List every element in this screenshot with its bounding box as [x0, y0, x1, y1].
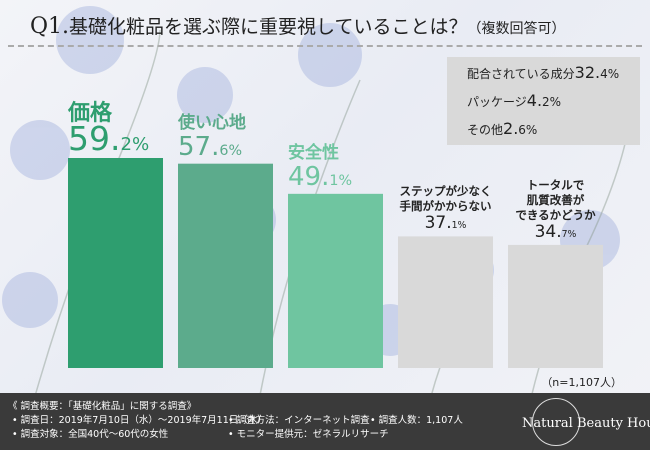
bar-value-label: 34.7%: [534, 221, 577, 242]
bar-category-label: 使い心地: [178, 112, 246, 133]
bar-category-label: 価格: [68, 101, 113, 126]
bar-category-label: トータルで: [526, 177, 585, 192]
bar-category-label: ステップが少なく: [399, 184, 492, 199]
survey-date: • 調査日：2019年7月10日（水）〜2019年7月11日（木）: [12, 415, 267, 426]
bar-value-label: 59.2%: [68, 119, 150, 158]
other-answer-unit: %: [549, 95, 562, 109]
other-answer-label: パッケージ: [467, 95, 527, 109]
bar-value-label: 57.6%: [178, 131, 243, 162]
brand-logo-emblem: [532, 398, 580, 446]
bar-category-label: 手間がかからない: [399, 199, 492, 214]
survey-summary-footer: 《 調査概要：「基礎化粧品」に関する調査》 • 調査日：2019年7月10日（水…: [0, 393, 650, 450]
bar-category-label: できるかどうか: [515, 207, 596, 222]
survey-method: • 調査方法：インターネット調査: [228, 415, 370, 426]
bar: [398, 236, 493, 368]
survey-provider: • モニター提供元：ゼネラルリサーチ: [228, 429, 389, 440]
bar-value-label: 37.1%: [424, 213, 467, 234]
other-answer-ingredients: 配合されている成分32.4%: [467, 63, 619, 82]
question-note: （複数回答可）: [467, 21, 566, 37]
bar-value-label: 49.1%: [288, 161, 353, 192]
question-text: 基礎化粧品を選ぶ際に重要視していることは？: [69, 16, 468, 38]
bar: [68, 158, 163, 368]
other-answer-package: パッケージ4.2%: [467, 91, 561, 110]
bar: [508, 244, 603, 368]
chart-title: Q1.基礎化粧品を選ぶ際に重要視していることは？（複数回答可）: [30, 12, 565, 39]
other-answer-value: 2.: [503, 119, 519, 138]
other-answers-box: 配合されている成分32.4% パッケージ4.2% その他2.6%: [447, 57, 640, 145]
other-answer-value: 4.: [526, 91, 543, 110]
bar: [178, 163, 273, 368]
sample-size-note: （n=1,107人）: [541, 376, 622, 389]
bar-category-label: 肌質改善が: [526, 192, 585, 207]
brand-logo: Natural Beauty House: [522, 416, 650, 431]
other-answer-unit: %: [607, 67, 620, 81]
other-answer-decimal: 4: [600, 67, 608, 81]
other-answer-unit: %: [525, 123, 538, 137]
title-divider: [8, 45, 642, 47]
other-answer-other: その他2.6%: [467, 119, 537, 138]
other-answer-label: 配合されている成分: [467, 67, 575, 81]
other-answer-decimal: 6: [518, 123, 526, 137]
survey-heading: 《 調査概要：「基礎化粧品」に関する調査》: [8, 401, 197, 412]
other-answer-decimal: 2: [542, 95, 550, 109]
bar-category-label: 安全性: [288, 142, 339, 163]
survey-target: • 調査対象：全国40代〜60代の女性: [12, 429, 169, 440]
other-answer-value: 32.: [574, 63, 601, 82]
question-number: Q1.: [30, 14, 70, 39]
bar: [288, 193, 383, 368]
survey-count: • 調査人数：1,107人: [370, 415, 463, 426]
other-answer-label: その他: [467, 123, 504, 137]
